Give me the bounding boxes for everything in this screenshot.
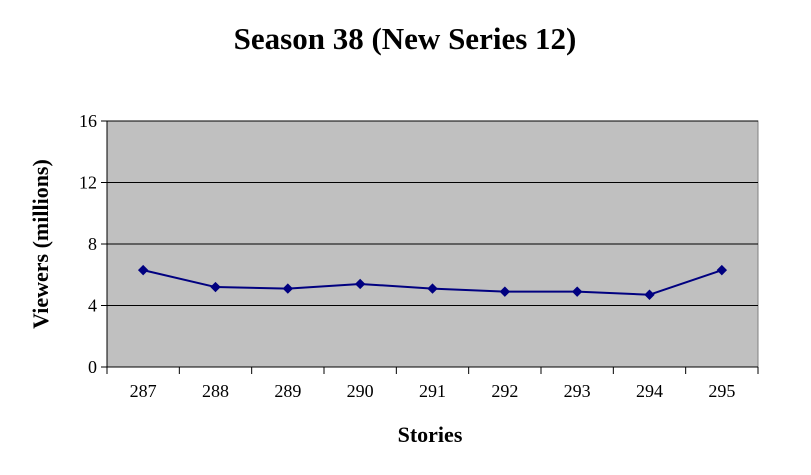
x-tick-label: 295 — [708, 381, 735, 401]
y-axis-label: Viewers (millions) — [28, 159, 53, 329]
chart-title: Season 38 (New Series 12) — [234, 21, 577, 56]
data-point-marker — [571, 286, 583, 297]
data-point-marker — [210, 281, 221, 293]
y-tick-label: 16 — [79, 111, 97, 131]
x-axis-ticks: 287 288 289 290 291 292 293 294 295 — [106, 367, 759, 401]
x-tick-label: 292 — [491, 381, 518, 401]
x-tick-label: 288 — [202, 381, 229, 401]
data-point-marker — [499, 286, 511, 297]
data-point-marker — [716, 264, 728, 276]
data-point-marker — [137, 264, 149, 276]
y-axis-ticks: 0 4 8 12 16 — [79, 111, 107, 377]
x-tick-label: 294 — [636, 381, 663, 401]
data-point-marker — [644, 289, 655, 300]
y-tick-label: 12 — [79, 173, 97, 193]
y-tick-label: 0 — [88, 357, 97, 377]
x-tick-label: 291 — [419, 381, 446, 401]
data-point-marker — [282, 283, 294, 294]
x-tick-label: 289 — [274, 381, 301, 401]
x-tick-label: 293 — [564, 381, 591, 401]
y-tick-label: 8 — [88, 234, 97, 254]
x-tick-label: 290 — [347, 381, 374, 401]
x-axis-label: Stories — [398, 422, 463, 447]
grid-lines — [107, 120, 758, 306]
y-tick-label: 4 — [88, 296, 97, 316]
series-layer — [137, 264, 728, 300]
x-tick-label: 287 — [130, 381, 157, 401]
data-point-marker — [354, 278, 366, 290]
data-point-marker — [427, 283, 438, 294]
